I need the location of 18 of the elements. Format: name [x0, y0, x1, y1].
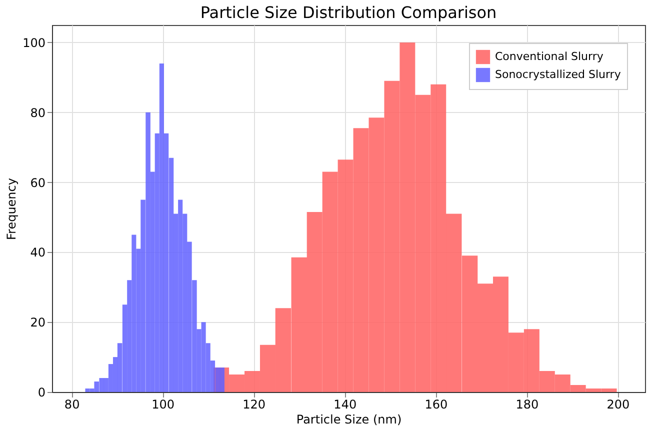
y-tick-label: 0	[38, 386, 46, 400]
chart-title: Particle Size Distribution Comparison	[200, 3, 497, 22]
x-tick-label: 200	[606, 398, 630, 412]
x-tick-label: 100	[152, 398, 175, 412]
x-tick-label: 120	[242, 398, 266, 412]
legend-label: Sonocrystallized Slurry	[495, 68, 622, 81]
x-tick-label: 180	[516, 398, 539, 412]
y-tick-label: 20	[30, 316, 46, 330]
y-tick-label: 60	[30, 176, 46, 190]
legend-label: Conventional Slurry	[495, 50, 604, 63]
x-tick-label: 80	[64, 398, 80, 412]
y-tick-label: 100	[22, 36, 46, 50]
y-axis-title: Frequency	[4, 178, 19, 240]
x-tick-label: 140	[334, 398, 357, 412]
y-tick-label: 40	[30, 246, 46, 260]
y-tick-label: 80	[30, 106, 46, 120]
x-tick-label: 160	[424, 398, 448, 412]
x-axis-title: Particle Size (nm)	[296, 412, 402, 426]
